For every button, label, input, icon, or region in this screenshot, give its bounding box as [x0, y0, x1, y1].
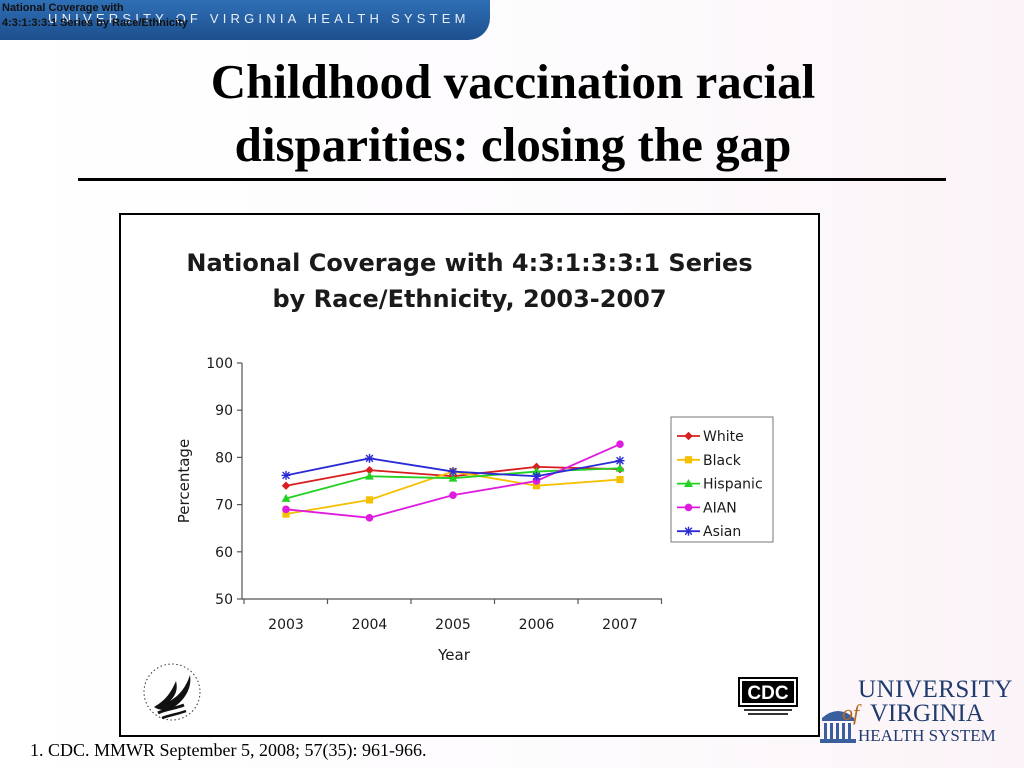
cdc-logo: CDC	[738, 677, 798, 715]
data-point-white	[532, 462, 541, 472]
data-point-aian	[449, 491, 457, 499]
data-point-black	[365, 496, 374, 504]
data-point-black	[532, 482, 541, 490]
cdc-logo-text: CDC	[747, 683, 788, 704]
data-point-asian	[448, 467, 458, 477]
data-point-asian	[365, 453, 374, 463]
title-underline	[78, 178, 946, 181]
data-point-asian-stroke	[616, 456, 624, 465]
x-tick-label: 2006	[519, 617, 555, 633]
uva-logo-health-system: HEALTH SYSTEM	[858, 726, 996, 745]
legend-marker-aian	[684, 503, 693, 512]
rotunda-icon	[820, 711, 856, 743]
uva-logo-university: UNIVERSITY	[858, 676, 1013, 703]
slide-title: Childhood vaccination racial disparities…	[210, 54, 816, 172]
legend-label-asian: Asian	[703, 524, 741, 540]
chart-title: National Coverage with 4:3:1:3:3:1 Serie…	[186, 249, 753, 313]
uva-logo-virginia: VIRGINIA	[870, 700, 984, 727]
data-point-asian	[281, 470, 291, 480]
legend-label-black: Black	[703, 453, 742, 469]
hhs-eagle-logo	[143, 663, 201, 721]
legend-label-white: White	[703, 429, 744, 445]
x-tick-label: 2003	[268, 617, 304, 633]
legend-label-aian: AIAN	[703, 500, 737, 516]
data-point-aian	[616, 440, 624, 448]
data-point-asian-stroke	[532, 472, 541, 481]
data-point-white	[281, 481, 291, 490]
legend-marker-asian-stroke	[684, 527, 693, 536]
y-tick-label: 100	[206, 356, 233, 372]
chart-legend: White Black Hispanic AIAN Asian	[670, 416, 774, 543]
data-point-hispanic	[532, 466, 541, 475]
y-tick-label: 90	[215, 403, 233, 419]
x-tick-label: 2007	[602, 617, 638, 633]
data-point-hispanic	[365, 471, 374, 480]
overlay-caption: National Coverage with 4:3:1:3:3:1 Serie…	[2, 2, 188, 29]
legend-marker-black	[684, 456, 693, 464]
data-point-black	[616, 475, 624, 484]
x-tick-label: 2004	[352, 617, 388, 633]
data-point-asian-stroke	[282, 471, 290, 480]
data-point-hispanic	[448, 473, 458, 482]
data-point-asian-stroke	[449, 467, 457, 476]
data-point-hispanic	[281, 493, 291, 502]
data-point-asian-stroke	[365, 454, 374, 463]
y-axis-label: Percentage	[175, 439, 193, 523]
x-axis-label: Year	[437, 646, 471, 664]
uva-logo-of: of	[842, 700, 860, 725]
chart-figure: National Coverage with 4:3:1:3:3:1 Serie…	[119, 213, 820, 737]
citation-footnote: 1. CDC. MMWR September 5, 2008; 57(35): …	[30, 740, 427, 760]
data-point-hispanic	[615, 463, 625, 472]
data-point-black	[282, 510, 290, 518]
y-tick-label: 70	[215, 498, 233, 514]
data-point-asian	[615, 456, 625, 466]
line-chart: 100 90 80 70 60 50 2003 2004 2005 2006 2007 Year Per…	[175, 356, 774, 664]
legend-marker-white	[684, 431, 693, 441]
legend-marker-asian	[684, 526, 693, 536]
y-tick-label: 60	[215, 545, 233, 561]
x-tick-label: 2005	[435, 617, 471, 633]
data-point-white	[365, 465, 374, 475]
y-tick-label: 50	[215, 592, 233, 608]
data-point-aian	[282, 505, 290, 514]
legend-marker-hispanic	[684, 479, 693, 487]
data-point-aian	[365, 514, 374, 522]
legend-label-hispanic: Hispanic	[703, 477, 763, 493]
banner-org-name: UNIVERSITY OF VIRGINIA HEALTH SYSTEM	[48, 11, 470, 26]
uva-health-system-logo: UNIVERSITY of VIRGINIA HEALTH SYSTEM	[818, 676, 1013, 746]
data-point-asian	[532, 471, 541, 481]
y-tick-label: 80	[215, 450, 233, 466]
health-system-banner: UNIVERSITY OF VIRGINIA HEALTH SYSTEM	[0, 0, 490, 40]
